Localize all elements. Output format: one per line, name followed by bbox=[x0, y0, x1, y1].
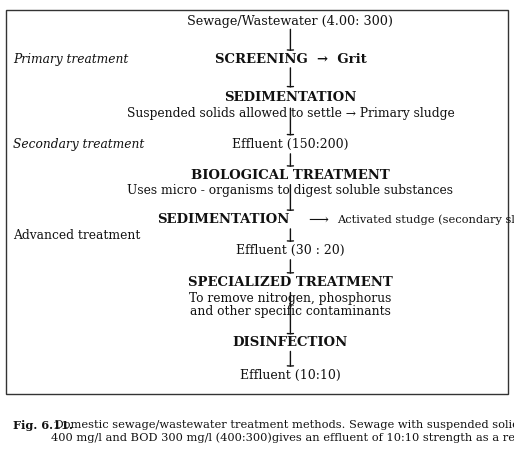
Text: Fig. 6.11.: Fig. 6.11. bbox=[13, 420, 72, 431]
Text: Uses micro - organisms to digest soluble substances: Uses micro - organisms to digest soluble… bbox=[127, 184, 453, 198]
Text: Primary treatment: Primary treatment bbox=[13, 53, 128, 66]
Text: Suspended solids allowed to settle → Primary sludge: Suspended solids allowed to settle → Pri… bbox=[126, 106, 454, 120]
Text: SPECIALIZED TREATMENT: SPECIALIZED TREATMENT bbox=[188, 276, 393, 289]
Text: Secondary treatment: Secondary treatment bbox=[13, 138, 144, 152]
Text: Domestic sewage/wastewater treatment methods. Sewage with suspended solids
400 m: Domestic sewage/wastewater treatment met… bbox=[51, 420, 514, 443]
Text: SEDIMENTATION: SEDIMENTATION bbox=[157, 213, 290, 227]
Text: Activated studge (secondary sludge): Activated studge (secondary sludge) bbox=[337, 215, 514, 225]
Text: SCREENING  →  Grit: SCREENING → Grit bbox=[214, 53, 366, 66]
Text: SEDIMENTATION: SEDIMENTATION bbox=[224, 91, 357, 104]
Text: Effluent (150:200): Effluent (150:200) bbox=[232, 138, 348, 152]
Text: Sewage/Wastewater (4.00: 300): Sewage/Wastewater (4.00: 300) bbox=[188, 15, 393, 28]
Text: Effluent (10:10): Effluent (10:10) bbox=[240, 369, 341, 382]
Text: and other specific contaminants: and other specific contaminants bbox=[190, 304, 391, 318]
Text: ⟶: ⟶ bbox=[308, 213, 328, 227]
Text: DISINFECTION: DISINFECTION bbox=[233, 336, 348, 350]
Text: BIOLOGICAL TREATMENT: BIOLOGICAL TREATMENT bbox=[191, 169, 390, 182]
Bar bbox=[6, 10, 508, 394]
Text: Advanced treatment: Advanced treatment bbox=[13, 228, 140, 242]
Text: Effluent (30 : 20): Effluent (30 : 20) bbox=[236, 244, 345, 257]
Text: To remove nitrogen, phosphorus: To remove nitrogen, phosphorus bbox=[189, 292, 392, 305]
